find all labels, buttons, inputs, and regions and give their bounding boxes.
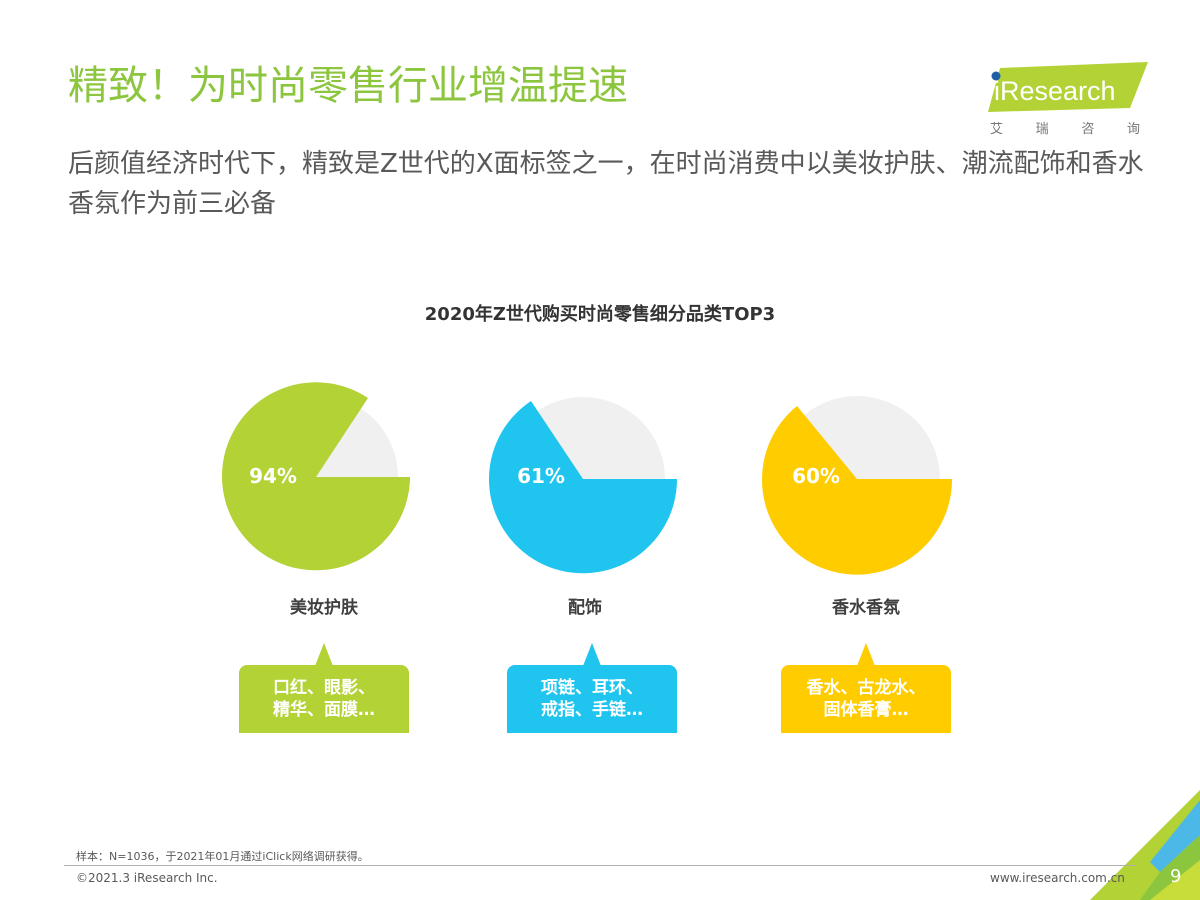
logo-chinese: 艾 瑞 咨 询: [990, 118, 1140, 137]
logo-char: 咨: [1081, 122, 1095, 137]
pie-beauty: [222, 382, 410, 571]
pie-accessories: [489, 397, 678, 574]
website-link[interactable]: www.iresearch.com.cn: [990, 871, 1125, 885]
pie-fragrance: [762, 396, 953, 575]
pie-value-label: 60%: [792, 464, 840, 488]
corner-decoration: [1090, 790, 1200, 900]
examples-line: 戒指、手链…: [541, 700, 643, 720]
iresearch-logo: iResearch: [988, 62, 1148, 112]
page-subtitle: 后颜值经济时代下，精致是Z世代的X面标签之一，在时尚消费中以美妆护肤、潮流配饰和…: [68, 149, 1144, 219]
examples-line: 口红、眼影、: [273, 678, 375, 698]
page-number: 9: [1170, 866, 1182, 887]
pie-slice-accessories: [489, 401, 678, 574]
pie-slice-beauty: [222, 382, 410, 571]
pie-slice-fragrance: [762, 406, 953, 575]
logo-char: 询: [1126, 122, 1140, 137]
copyright: ©2021.3 iResearch Inc.: [76, 871, 218, 885]
examples-bubble-fragrance: 香水、古龙水、 固体香膏…: [781, 643, 951, 733]
examples-line: 项链、耳环、: [541, 678, 643, 698]
examples-line: 香水、古龙水、: [806, 678, 926, 698]
footer-divider: [64, 865, 1136, 866]
examples-line: 固体香膏…: [823, 700, 909, 720]
category-label: 香水香氛: [832, 598, 900, 618]
logo-text: iResearch: [994, 76, 1116, 106]
examples-line: 精华、面膜…: [273, 700, 375, 720]
logo-char: 瑞: [1035, 122, 1049, 137]
pie-value-label: 94%: [249, 464, 297, 488]
logo-char: 艾: [990, 122, 1004, 137]
pie-value-label: 61%: [517, 464, 565, 488]
category-label: 配饰: [568, 598, 602, 618]
examples-bubble-accessories: 项链、耳环、 戒指、手链…: [507, 643, 677, 733]
chart-title: 2020年Z世代购买时尚零售细分品类TOP3: [424, 304, 776, 325]
category-label: 美妆护肤: [290, 598, 358, 618]
sample-note: 样本：N=1036，于2021年01月通过iClick网络调研获得。: [76, 850, 369, 863]
page-title: 精致！为时尚零售行业增温提速: [68, 63, 628, 109]
examples-bubble-beauty: 口红、眼影、 精华、面膜…: [239, 643, 409, 733]
